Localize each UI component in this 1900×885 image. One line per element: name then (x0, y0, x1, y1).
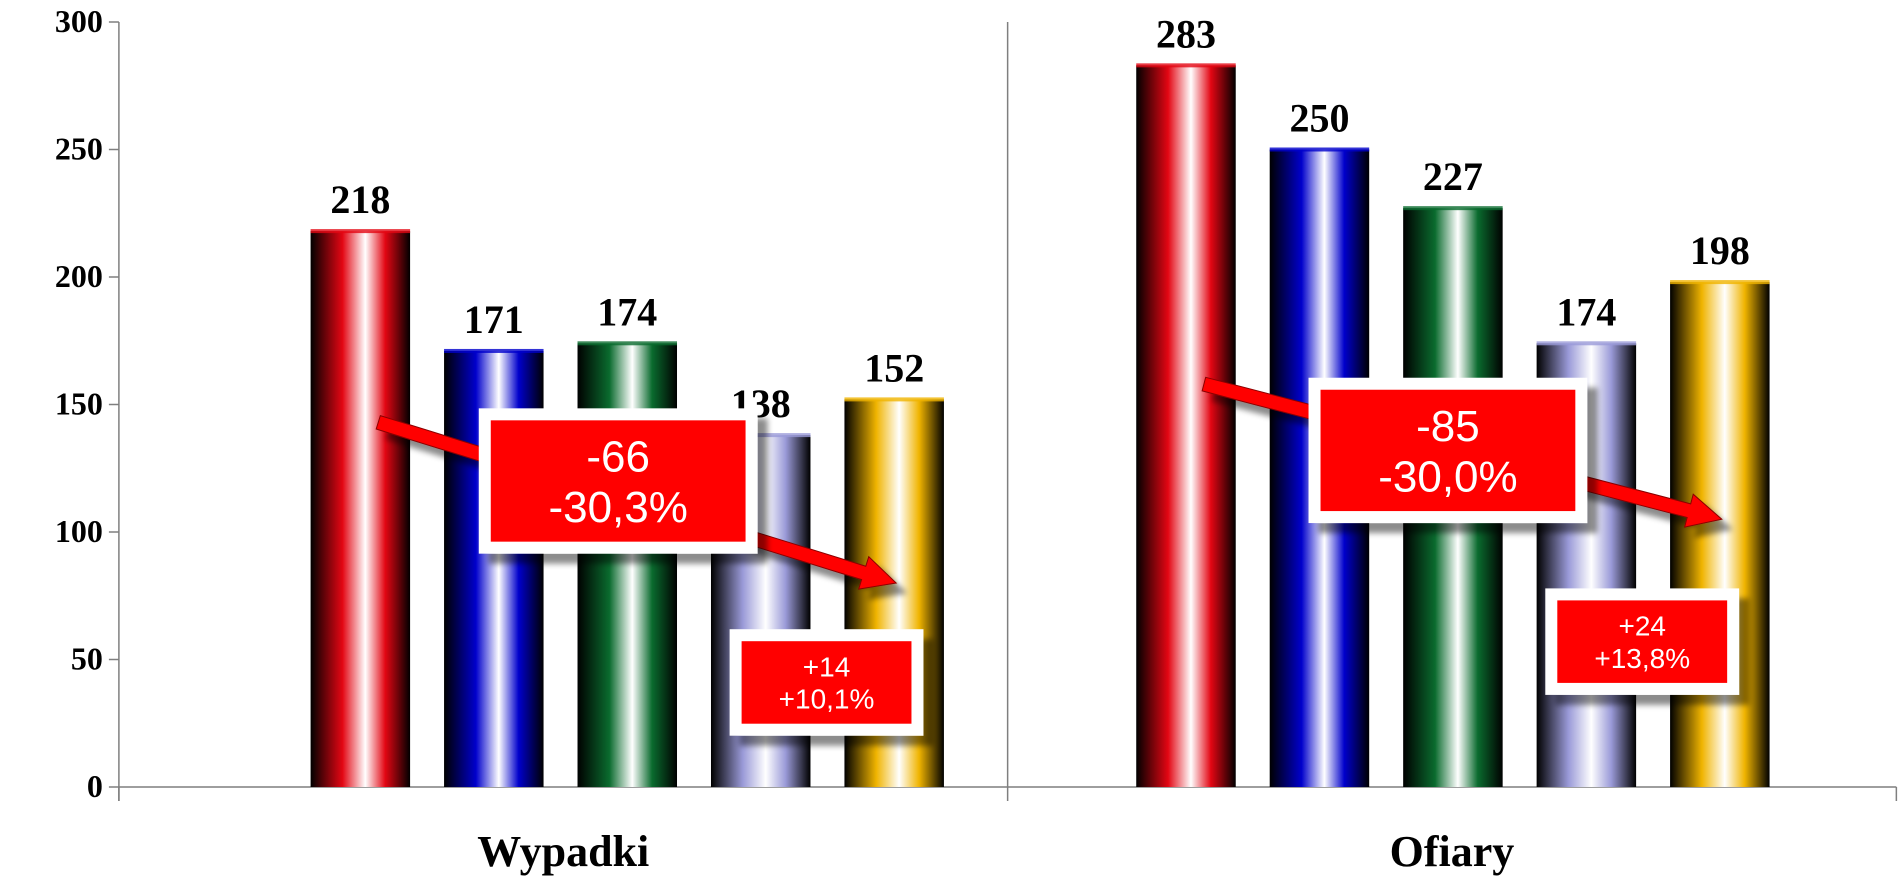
change-box-wypadki-decrease: -66-30,3% (478, 408, 758, 554)
y-tick-label: 150 (55, 386, 103, 422)
data-label-ofiary-3: 227 (1423, 154, 1483, 199)
bar-ofiary-1 (1136, 65, 1236, 788)
data-label-wypadki-1: 218 (330, 177, 390, 222)
change-box-wypadki-increase: +14+10,1% (729, 629, 924, 736)
category-label-wypadki: Wypadki (477, 827, 649, 876)
y-tick-label: 250 (55, 131, 103, 167)
bar-top-cap (1269, 147, 1370, 152)
y-tick-label: 50 (71, 641, 103, 677)
annotation-text: +10,1% (779, 684, 875, 715)
bar-top-cap (1536, 341, 1637, 346)
annotation-text: -85 (1416, 402, 1480, 451)
data-label-wypadki-5: 152 (864, 345, 924, 390)
bar-top-cap (844, 397, 944, 402)
bar-ofiary-5 (1670, 282, 1770, 787)
change-box-ofiary-increase: +24+13,8% (1545, 588, 1740, 695)
change-box-ofiary-decrease: -85-30,0% (1308, 377, 1588, 524)
y-tick-label: 200 (55, 258, 103, 294)
bar-top-cap (1136, 63, 1236, 68)
annotation-text: +24 (1618, 611, 1666, 642)
bar-top-cap (710, 433, 811, 438)
data-label-ofiary-1: 283 (1156, 11, 1216, 56)
axes: 0 50 100 150 200 250 300 Wypadki Ofiary (55, 3, 1898, 876)
data-label-ofiary-4: 174 (1556, 289, 1616, 334)
y-tick-label: 0 (87, 768, 103, 804)
annotations: -66-30,3% +14+10,1% -85-30,0% +24+13,8% (375, 376, 1740, 736)
y-tick-label: 100 (55, 513, 103, 549)
bar-top-cap (577, 341, 678, 346)
data-label-wypadki-2: 171 (464, 297, 524, 342)
data-label-ofiary-5: 198 (1690, 228, 1750, 273)
annotation-text: -66 (586, 433, 650, 482)
category-label-ofiary: Ofiary (1390, 827, 1515, 876)
data-label-ofiary-2: 250 (1289, 96, 1349, 141)
annotation-text: +14 (803, 651, 851, 682)
bar-top-cap (444, 348, 544, 353)
bar-top-cap (1670, 280, 1770, 285)
y-tick-label: 300 (55, 3, 103, 39)
annotation-text: -30,0% (1378, 453, 1517, 502)
annotation-text: +13,8% (1594, 643, 1690, 674)
bar-wypadki-1 (310, 231, 411, 788)
data-label-wypadki-3: 174 (597, 289, 657, 334)
annotation-text: -30,3% (548, 483, 687, 532)
bar-top-cap (1403, 206, 1503, 211)
bar-top-cap (310, 229, 411, 234)
